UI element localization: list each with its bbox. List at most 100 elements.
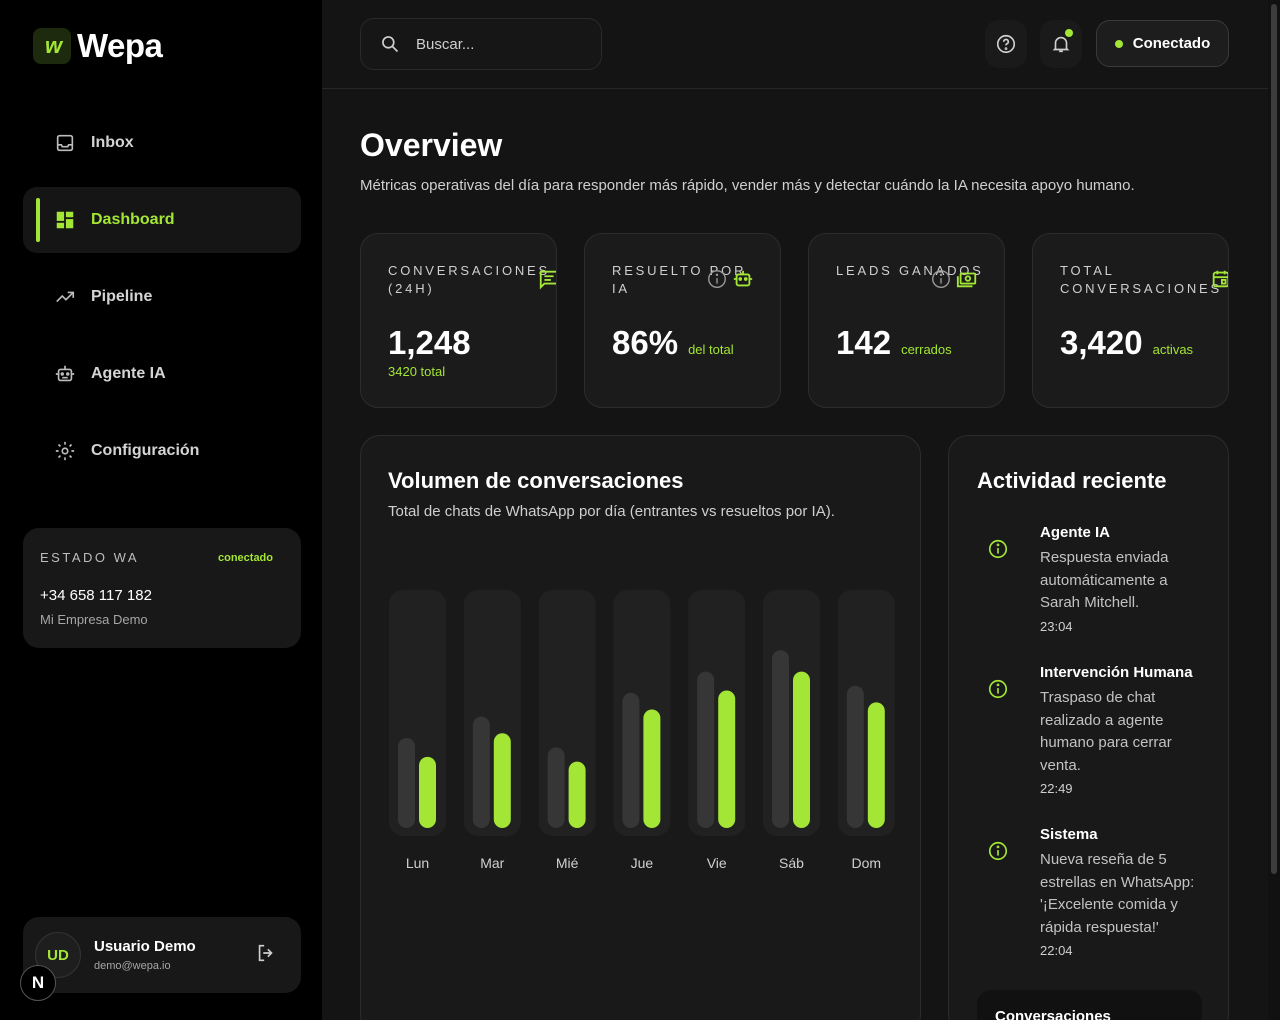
stat-value: 3,420 bbox=[1060, 324, 1143, 361]
bar-track bbox=[463, 590, 521, 836]
help-icon bbox=[996, 34, 1016, 54]
stat-value: 142 bbox=[836, 324, 892, 361]
robot-icon bbox=[733, 270, 753, 287]
notification-dot bbox=[1065, 29, 1073, 37]
user-card: UD Usuario Demo demo@wepa.io bbox=[23, 917, 301, 993]
x-tick-label: Mié bbox=[556, 855, 579, 871]
connection-status-label: Conectado bbox=[1132, 35, 1211, 52]
scrollbar-thumb[interactable] bbox=[1271, 4, 1277, 874]
x-tick-label: Vie bbox=[707, 855, 727, 871]
trending-up-icon bbox=[56, 291, 75, 303]
activity-item-title: Intervención Humana bbox=[1040, 664, 1193, 681]
stat-card-total-conversations: TOTAL CONVERSACIONES 3,420 activas bbox=[1032, 233, 1229, 408]
bar-resueltos-ia bbox=[493, 733, 511, 828]
activity-item-title: Agente IA bbox=[1040, 524, 1111, 541]
bar-entrantes bbox=[622, 692, 640, 828]
brand-logo[interactable]: w Wepa bbox=[33, 27, 163, 65]
activity-item-title: Sistema bbox=[1040, 826, 1098, 843]
activity-item-text: Respuesta enviada automáticamente a Sara… bbox=[1040, 549, 1169, 611]
top-header: Conectado bbox=[322, 0, 1268, 89]
user-email: demo@wepa.io bbox=[94, 960, 171, 972]
stat-label: LEADS GANADOS bbox=[836, 263, 984, 278]
stat-value: 86% bbox=[612, 324, 679, 361]
conversation-volume-card: Volumen de conversaciones Total de chats… bbox=[360, 435, 921, 1020]
stat-label: CONVERSACIONES (24H) bbox=[388, 263, 551, 296]
bar-entrantes bbox=[697, 671, 715, 828]
activity-item[interactable]: Intervención Humana Traspaso de chat rea… bbox=[977, 664, 1207, 796]
info-icon bbox=[988, 539, 1008, 559]
conversation-volume-chart: Lun Mar Mié Jue Vie Sáb Dom bbox=[389, 590, 895, 871]
sidebar: w Wepa Inbox Dashboard Pipeline Agente I… bbox=[0, 0, 322, 1020]
whatsapp-status-card: ESTADO WA conectado +34 658 117 182 Mi E… bbox=[23, 528, 301, 648]
x-tick-label: Jue bbox=[631, 855, 654, 871]
bar-entrantes bbox=[398, 737, 415, 828]
wa-status-title: ESTADO WA bbox=[40, 550, 140, 565]
stat-subvalue: 3420 total bbox=[388, 364, 446, 379]
bar-track bbox=[389, 590, 446, 836]
stat-suffix: cerrados bbox=[901, 342, 952, 357]
status-dot bbox=[1114, 39, 1123, 48]
page-subtitle: Métricas operativas del día para respond… bbox=[360, 177, 1135, 194]
wa-status-badge: conectado bbox=[217, 551, 273, 564]
sidebar-item-label: Pipeline bbox=[91, 288, 153, 305]
x-tick-label: Dom bbox=[852, 855, 882, 871]
bar-track bbox=[538, 590, 596, 836]
conversations-tab[interactable]: Conversaciones bbox=[977, 990, 1202, 1020]
dashboard-icon bbox=[56, 211, 74, 229]
search-box bbox=[360, 18, 602, 70]
bar-entrantes bbox=[772, 650, 789, 828]
activity-item[interactable]: Agente IA Respuesta enviada automáticame… bbox=[977, 524, 1207, 634]
sidebar-item-inbox[interactable]: Inbox bbox=[23, 110, 301, 176]
activity-item[interactable]: Sistema Nueva reseña de 5 estrellas en W… bbox=[977, 826, 1207, 958]
bar-resueltos-ia bbox=[718, 690, 736, 828]
page-scrollbar[interactable] bbox=[1268, 0, 1280, 1020]
bar-track bbox=[688, 590, 746, 836]
sidebar-item-label: Agente IA bbox=[91, 365, 166, 382]
bell-icon bbox=[1052, 36, 1070, 53]
activity-item-time: 22:49 bbox=[1040, 781, 1073, 796]
sidebar-item-configuracion[interactable]: Configuración bbox=[23, 418, 301, 484]
user-name: Usuario Demo bbox=[94, 938, 196, 955]
notifications-button[interactable] bbox=[1040, 20, 1082, 68]
stat-card-resolved-ai: RESUELTO POR IA 86% del total bbox=[584, 233, 781, 408]
sidebar-nav: Inbox Dashboard Pipeline Agente IA Confi… bbox=[23, 110, 301, 495]
robot-icon bbox=[55, 365, 75, 382]
bar-track bbox=[613, 590, 671, 836]
stat-value: 1,248 bbox=[388, 324, 471, 361]
wa-phone-number: +34 658 117 182 bbox=[40, 587, 152, 604]
chart-subtitle: Total de chats de WhatsApp por día (entr… bbox=[388, 503, 835, 520]
x-tick-label: Sáb bbox=[779, 855, 804, 871]
stat-label: TOTAL CONVERSACIONES bbox=[1060, 263, 1223, 296]
chat-icon bbox=[539, 270, 556, 290]
connection-status-button[interactable]: Conectado bbox=[1096, 20, 1229, 67]
search-input[interactable] bbox=[416, 35, 586, 53]
info-icon bbox=[988, 679, 1008, 699]
info-icon bbox=[988, 841, 1008, 861]
bar-entrantes bbox=[472, 716, 490, 828]
bar-resueltos-ia bbox=[643, 709, 661, 828]
x-tick-label: Mar bbox=[480, 855, 504, 871]
search-icon bbox=[382, 36, 399, 53]
sidebar-item-dashboard[interactable]: Dashboard bbox=[23, 187, 301, 253]
info-icon[interactable] bbox=[930, 268, 952, 290]
sidebar-item-pipeline[interactable]: Pipeline bbox=[23, 264, 301, 330]
bar-resueltos-ia bbox=[419, 756, 436, 828]
sidebar-item-label: Inbox bbox=[91, 134, 134, 151]
brand-name: Wepa bbox=[77, 27, 163, 64]
stat-card-leads: LEADS GANADOS 142 cerrados bbox=[808, 233, 1005, 408]
bar-resueltos-ia bbox=[793, 671, 810, 828]
info-icon[interactable] bbox=[706, 268, 728, 290]
bar-track bbox=[837, 590, 895, 836]
recent-activity-card: Actividad reciente Agente IA Respuesta e… bbox=[948, 435, 1229, 1020]
logout-icon[interactable] bbox=[255, 942, 277, 964]
activity-item-text: Nueva reseña de 5 estrellas en WhatsApp:… bbox=[1040, 851, 1195, 936]
sidebar-item-agente-ia[interactable]: Agente IA bbox=[23, 341, 301, 407]
help-button[interactable] bbox=[985, 20, 1027, 68]
page-title: Overview bbox=[360, 127, 503, 163]
stat-suffix: del total bbox=[688, 342, 734, 357]
wa-company-name: Mi Empresa Demo bbox=[40, 612, 148, 627]
bar-entrantes bbox=[846, 685, 864, 828]
next-dev-badge[interactable]: N bbox=[20, 965, 56, 1001]
bar-resueltos-ia bbox=[568, 761, 586, 828]
bar-entrantes bbox=[547, 747, 565, 828]
